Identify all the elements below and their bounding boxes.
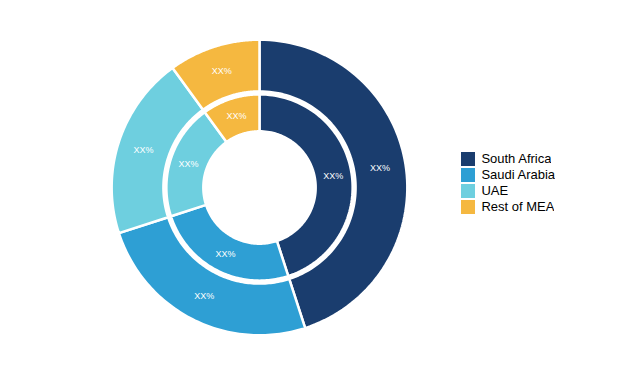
svg-text:XX%: XX%	[178, 159, 198, 169]
svg-text:XX%: XX%	[370, 163, 390, 173]
html-text:Rest of MEA: Rest of MEA	[481, 199, 555, 215]
html-text:South Africa: South Africa	[481, 151, 552, 167]
svg-text:XX%: XX%	[323, 170, 343, 180]
svg-text:XX%: XX%	[226, 111, 246, 121]
html-text:Saudi Arabia: Saudi Arabia	[481, 167, 556, 183]
svg-text:XX%: XX%	[215, 248, 235, 258]
svg-text:XX%: XX%	[194, 291, 214, 301]
html-text:UAE: UAE	[481, 183, 509, 199]
svg-text:XX%: XX%	[212, 66, 232, 76]
svg-text:XX%: XX%	[133, 144, 153, 154]
